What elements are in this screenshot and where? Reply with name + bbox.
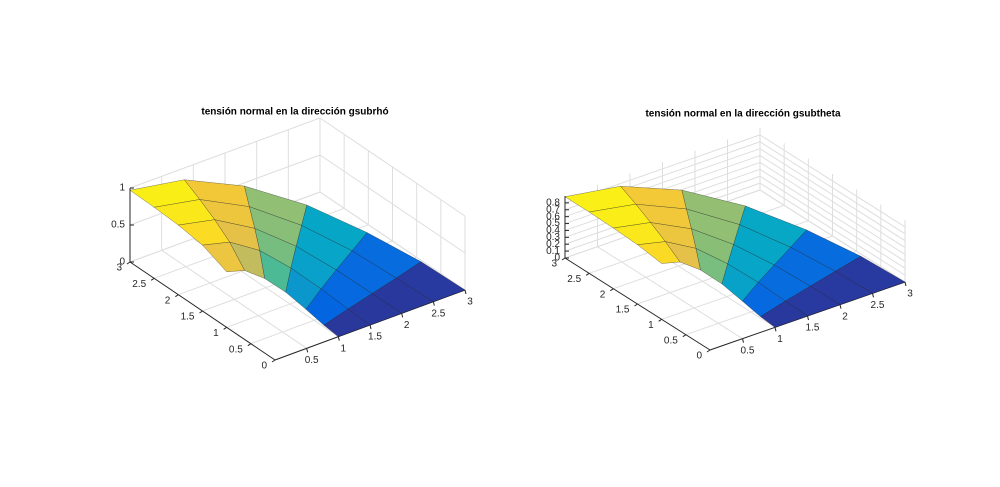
grid-line [319, 154, 466, 254]
x-tick [369, 324, 372, 330]
x-tick-label: 1 [341, 343, 347, 354]
grid-line [759, 148, 906, 242]
y-tick [247, 343, 252, 347]
y-tick-label: 2 [600, 289, 606, 300]
y-tick-label: 1 [648, 320, 654, 331]
x-tick [904, 281, 907, 287]
surface-patch [636, 241, 681, 264]
x-tick-label: 2 [842, 311, 848, 322]
grid-line [759, 175, 906, 269]
y-tick [706, 349, 711, 353]
z-tick-label: 0.7 [546, 204, 560, 215]
grid-line [759, 189, 906, 283]
y-tick [682, 334, 687, 338]
z-tick-label: 0.6 [546, 211, 560, 222]
y-tick [223, 326, 227, 330]
y-tick-label: 1.5 [616, 305, 630, 316]
x-tick-label: 1.5 [368, 332, 382, 343]
y-tick [175, 294, 179, 298]
y-tick [634, 303, 638, 307]
x-tick-label: 2 [404, 320, 410, 331]
x-tick [337, 336, 340, 341]
x-tick [306, 348, 309, 353]
y-tick-label: 0 [261, 361, 267, 372]
z-tick-label: 0 [554, 253, 560, 264]
z-tick-label: 0.5 [111, 220, 125, 231]
y-tick [561, 257, 566, 261]
x-tick [401, 313, 404, 318]
surface-patch [323, 308, 371, 337]
x-tick-label: 0.5 [305, 355, 319, 366]
grid-line [759, 155, 906, 248]
y-tick [271, 359, 276, 363]
z-tick-label: 0.4 [546, 225, 560, 236]
x-tick [839, 304, 842, 309]
grid-line [319, 191, 466, 291]
y-tick-label: 2.5 [567, 274, 581, 285]
y-tick-label: 0.5 [229, 344, 243, 355]
x-tick [464, 289, 467, 295]
z-tick-label: 0 [119, 257, 125, 268]
y-tick-label: 2 [165, 295, 171, 306]
y-tick [658, 318, 662, 322]
y-tick [610, 288, 614, 292]
grid-line [759, 162, 906, 255]
surface-patch [202, 241, 245, 273]
x-tick-label: 3 [467, 297, 473, 308]
y-tick-label: 1.5 [181, 312, 195, 323]
x-tick-label: 2.5 [871, 300, 885, 311]
x-tick [807, 315, 809, 321]
grid-line [319, 117, 466, 217]
x-tick-label: 0.5 [741, 345, 755, 356]
z-tick-label: 0.2 [546, 239, 560, 250]
y-tick [126, 261, 131, 265]
y-tick-label: 0 [696, 351, 702, 362]
surface-chart: 0.511.522.5300.511.522.5300.10.20.30.40.… [546, 109, 913, 362]
x-tick-label: 1.5 [806, 323, 820, 334]
z-tick-label: 0.8 [546, 198, 560, 209]
x-tick-label: 2.5 [431, 308, 445, 319]
x-tick [872, 293, 874, 298]
x-tick [742, 338, 744, 343]
y-tick-label: 1 [213, 328, 219, 339]
x-tick [432, 301, 435, 306]
y-tick [199, 310, 203, 314]
x-tick-label: 1 [777, 334, 783, 345]
surface-patch [760, 300, 808, 328]
grid-line [759, 182, 906, 276]
x-tick [774, 327, 777, 332]
y-tick-label: 3 [116, 263, 122, 274]
grid-line [759, 134, 906, 228]
grid-line [759, 141, 906, 235]
z-tick-label: 0.5 [546, 218, 560, 229]
y-tick [150, 277, 155, 281]
z-tick-label: 0.3 [546, 232, 560, 243]
chart-title: tensión normal en la dirección gsubrhó [201, 107, 388, 118]
y-tick-label: 0.5 [664, 335, 678, 346]
y-tick-label: 3 [551, 259, 557, 270]
y-tick-label: 2.5 [132, 279, 146, 290]
grid-line [129, 117, 321, 189]
x-tick-label: 3 [907, 289, 913, 300]
z-tick-label: 1 [119, 183, 125, 194]
grid-line [759, 168, 906, 262]
chart-title: tensión normal en la dirección gsubtheta [645, 109, 840, 120]
z-tick-label: 0.1 [546, 246, 560, 257]
y-tick [585, 272, 590, 276]
